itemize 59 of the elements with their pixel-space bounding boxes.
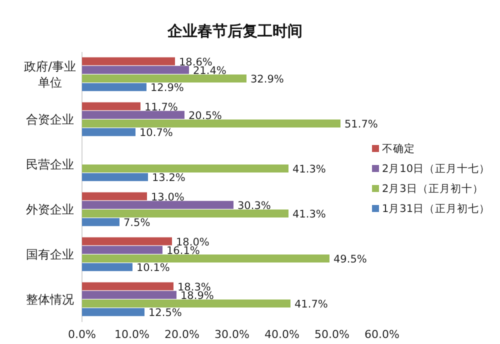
bar bbox=[82, 200, 234, 209]
data-label: 49.5% bbox=[334, 254, 367, 266]
bar bbox=[82, 237, 172, 246]
x-tick-label: 10.0% bbox=[114, 328, 150, 341]
bar bbox=[82, 120, 340, 128]
data-label: 12.9% bbox=[150, 82, 184, 94]
data-label: 7.5% bbox=[124, 217, 150, 230]
data-label: 21.4% bbox=[193, 65, 226, 77]
data-label: 20.5% bbox=[188, 110, 222, 122]
data-label: 41.3% bbox=[292, 164, 326, 176]
x-tick-label: 30.0% bbox=[214, 328, 250, 341]
y-tick-label: 整体情况 bbox=[26, 292, 74, 306]
x-tick-label: 40.0% bbox=[264, 328, 300, 341]
x-tick-label: 50.0% bbox=[314, 328, 350, 341]
data-label: 12.5% bbox=[148, 307, 182, 320]
bar bbox=[82, 102, 140, 110]
data-label: 11.7% bbox=[144, 101, 178, 114]
y-tick-label: 政府/事业单位 bbox=[24, 60, 76, 90]
legend-label: 2月10日（正月十七） bbox=[382, 162, 490, 175]
bar bbox=[82, 57, 175, 66]
bar bbox=[82, 210, 288, 218]
bar bbox=[82, 308, 144, 316]
y-tick-label: 国有企业 bbox=[26, 248, 74, 262]
x-tick-label: 60.0% bbox=[364, 328, 400, 341]
data-label: 32.9% bbox=[250, 74, 284, 86]
bar bbox=[82, 128, 136, 136]
bar bbox=[82, 263, 132, 272]
data-label: 10.1% bbox=[136, 262, 170, 274]
data-label: 30.3% bbox=[238, 200, 271, 212]
bar bbox=[82, 164, 288, 172]
bar bbox=[82, 246, 162, 254]
bar bbox=[82, 300, 290, 308]
legend-label: 不确定 bbox=[382, 142, 415, 155]
legend-label: 2月3日（正月初十） bbox=[382, 182, 484, 195]
x-tick-label: 20.0% bbox=[164, 328, 200, 341]
data-label: 16.1% bbox=[166, 245, 200, 257]
x-tick-label: 0.0% bbox=[68, 328, 96, 341]
bar bbox=[82, 254, 330, 262]
y-tick-label: 外资企业 bbox=[26, 202, 74, 216]
bar bbox=[82, 83, 146, 92]
data-label: 41.7% bbox=[294, 298, 328, 311]
bar bbox=[82, 192, 147, 200]
data-label: 41.3% bbox=[292, 208, 326, 221]
legend-label: 1月31日（正月初七） bbox=[382, 202, 490, 215]
bar bbox=[82, 173, 148, 182]
data-label: 18.9% bbox=[180, 290, 214, 302]
data-label: 51.7% bbox=[344, 118, 378, 131]
data-label: 13.0% bbox=[151, 191, 184, 204]
data-label: 10.7% bbox=[140, 127, 173, 140]
bar bbox=[82, 74, 246, 82]
chart-title: 企业春节后复工时间 bbox=[166, 22, 302, 40]
bar bbox=[82, 282, 174, 290]
y-tick-label: 合资企业 bbox=[26, 112, 74, 126]
bar bbox=[82, 218, 120, 226]
bar bbox=[82, 110, 184, 119]
data-label: 13.2% bbox=[152, 172, 186, 184]
bar bbox=[82, 66, 189, 74]
y-tick-label: 民营企业 bbox=[26, 158, 74, 172]
bar bbox=[82, 290, 176, 299]
